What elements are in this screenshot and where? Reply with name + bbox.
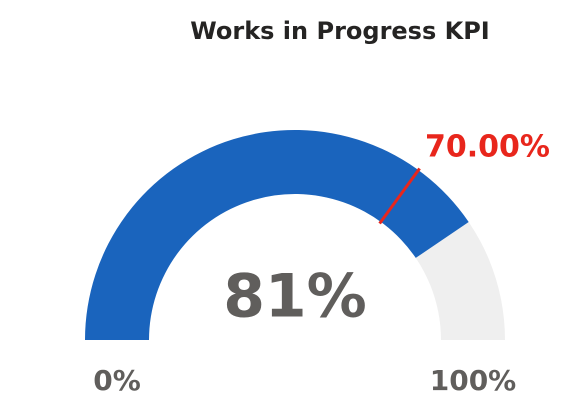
target-label: 70.00%: [425, 130, 550, 165]
tick-label: 100%: [430, 364, 517, 397]
gauge-value: [85, 130, 469, 340]
value-label: 81%: [223, 262, 367, 332]
chart-title: Works in Progress KPI: [190, 17, 489, 45]
target-line: [378, 167, 421, 225]
tick-label: 0%: [93, 364, 141, 397]
